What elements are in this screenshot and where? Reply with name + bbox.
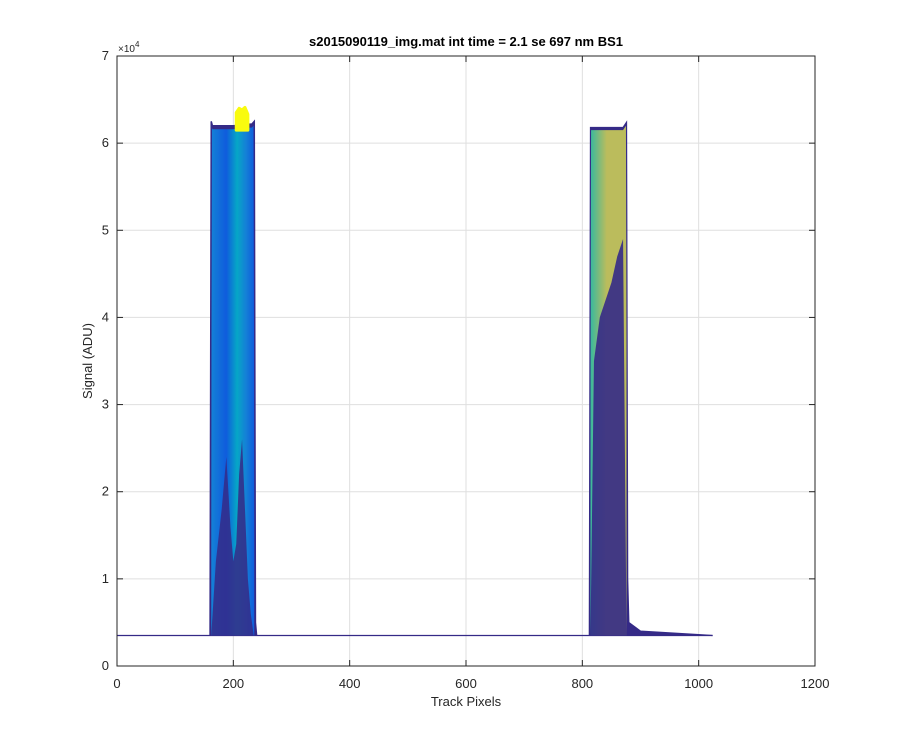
x-tick-label: 800 — [571, 676, 593, 691]
y-tick-label: 4 — [102, 309, 109, 324]
y-tick-label: 2 — [102, 484, 109, 499]
x-tick-label: 1200 — [801, 676, 830, 691]
y-tick-label: 6 — [102, 135, 109, 150]
data-series — [117, 105, 713, 637]
axes: 0 200 400 600 800 1000 1200 0 1 2 3 4 5 6 7 — [102, 48, 830, 691]
y-tick-label: 1 — [102, 571, 109, 586]
y-tick-label: 3 — [102, 397, 109, 412]
y-tick-label: 7 — [102, 48, 109, 63]
y-tick-label: 0 — [102, 658, 109, 673]
y-tick-label: 5 — [102, 222, 109, 237]
right-band-edge — [588, 120, 713, 637]
left-band-peak — [234, 105, 250, 132]
x-axis-label: Track Pixels — [431, 694, 502, 709]
y-axis-multiplier-base: ×10 — [118, 44, 135, 55]
x-tick-label: 400 — [339, 676, 361, 691]
y-axis-multiplier: ×104 — [118, 40, 140, 55]
x-tick-label: 1000 — [684, 676, 713, 691]
right-band-inner — [590, 239, 627, 636]
chart-title: s2015090119_img.mat int time = 2.1 se 69… — [309, 34, 623, 49]
y-axis-multiplier-exponent: 4 — [135, 40, 140, 49]
y-axis-label: Signal (ADU) — [80, 323, 95, 399]
left-band-inner — [211, 439, 254, 636]
x-tick-label: 200 — [222, 676, 244, 691]
x-tick-label: 600 — [455, 676, 477, 691]
x-tick-label: 0 — [113, 676, 120, 691]
